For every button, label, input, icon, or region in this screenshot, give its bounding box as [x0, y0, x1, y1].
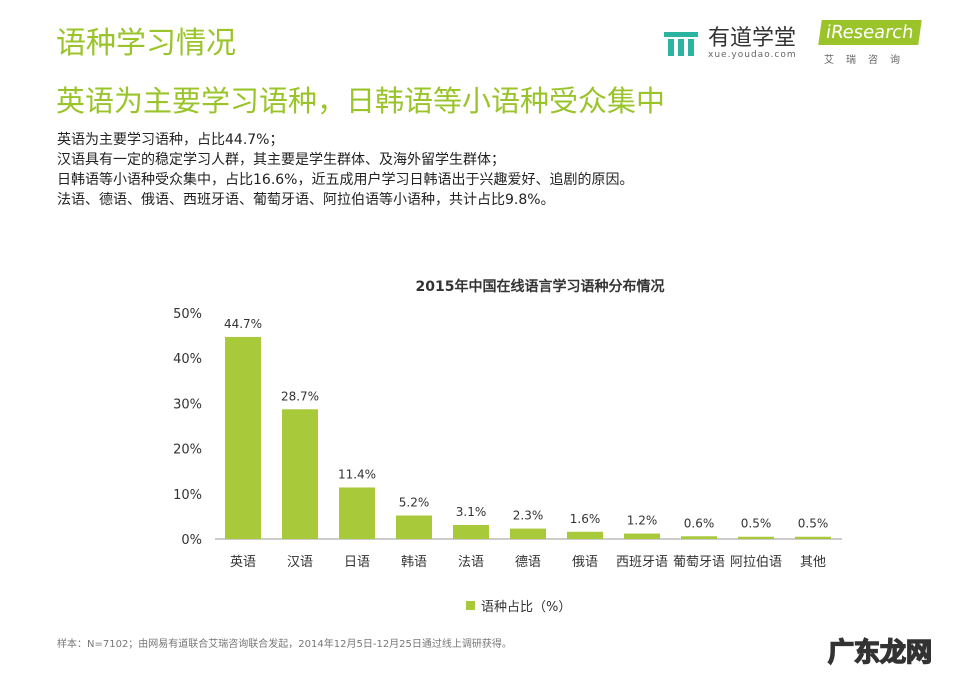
summary-line: 英语为主要学习语种，占比44.7%； [57, 132, 284, 148]
bar [624, 533, 660, 539]
summary-text: 英语为主要学习语种，占比44.7%； 汉语具有一定的稳定学习人群，其主要是学生群… [57, 130, 633, 210]
youdao-url: xue.youdao.com [708, 50, 797, 60]
y-tick-label: 20% [173, 443, 202, 458]
page-title: 语种学习情况 [56, 26, 236, 61]
x-tick-label: 英语 [230, 555, 256, 570]
x-tick-label: 汉语 [287, 555, 313, 570]
data-label: 5.2% [399, 495, 430, 509]
page-subtitle: 英语为主要学习语种，日韩语等小语种受众集中 [56, 84, 666, 118]
x-tick-label: 日语 [344, 555, 370, 570]
x-tick-label: 阿拉伯语 [730, 555, 782, 570]
watermark: 广东龙网 [827, 637, 933, 669]
iresearch-logo: iResearch 艾瑞咨询 [818, 20, 922, 66]
legend-label: 语种占比（%） [481, 600, 572, 615]
bar [225, 336, 261, 539]
y-tick-label: 10% [173, 488, 202, 503]
data-label: 2.3% [513, 509, 544, 523]
bar [795, 536, 831, 539]
chart-title: 2015年中国在线语言学习语种分布情况 [415, 279, 665, 295]
x-tick-label: 其他 [800, 555, 826, 570]
x-tick-label: 西班牙语 [616, 555, 668, 570]
data-label: 3.1% [456, 505, 487, 519]
y-tick-label: 0% [181, 533, 202, 548]
chart-legend: 语种占比（%） [466, 596, 571, 615]
x-tick-label: 葡萄牙语 [673, 555, 725, 570]
youdao-name: 有道学堂 [708, 26, 797, 51]
legend-swatch [466, 601, 475, 610]
bar [567, 531, 603, 539]
data-label: 0.5% [798, 517, 829, 531]
bar [396, 515, 432, 539]
youdao-column-icon [664, 32, 698, 56]
summary-line: 日韩语等小语种受众集中，占比16.6%，近五成用户学习日韩语出于兴趣爱好、追剧的… [57, 172, 634, 188]
data-label: 1.2% [627, 514, 658, 528]
x-tick-label: 法语 [458, 555, 484, 570]
footnote: 样本：N=7102；由网易有道联合艾瑞咨询联合发起，2014年12月5日-12月… [57, 639, 512, 650]
x-tick-label: 德语 [515, 555, 541, 570]
y-tick-label: 40% [173, 352, 202, 367]
data-label: 44.7% [224, 317, 262, 331]
bar [738, 536, 774, 539]
data-label: 1.6% [570, 512, 601, 526]
bar [339, 487, 375, 539]
bar [282, 409, 318, 539]
data-label: 28.7% [281, 389, 319, 403]
y-tick-label: 50% [173, 307, 202, 322]
bar [453, 524, 489, 539]
y-tick-label: 30% [173, 397, 202, 412]
data-label: 0.5% [741, 517, 772, 531]
summary-line: 汉语具有一定的稳定学习人群，其主要是学生群体、及海外留学生群体； [57, 152, 505, 168]
data-label: 0.6% [684, 516, 715, 530]
x-tick-label: 俄语 [572, 555, 598, 570]
data-label: 11.4% [338, 467, 376, 481]
bar [681, 536, 717, 539]
x-tick-label: 韩语 [401, 555, 427, 570]
iresearch-cn: 艾瑞咨询 [824, 55, 912, 66]
bar [510, 528, 546, 539]
summary-line: 法语、德语、俄语、西班牙语、葡萄牙语、阿拉伯语等小语种，共计占比9.8%。 [57, 192, 555, 208]
youdao-logo: 有道学堂 xue.youdao.com [664, 28, 797, 60]
